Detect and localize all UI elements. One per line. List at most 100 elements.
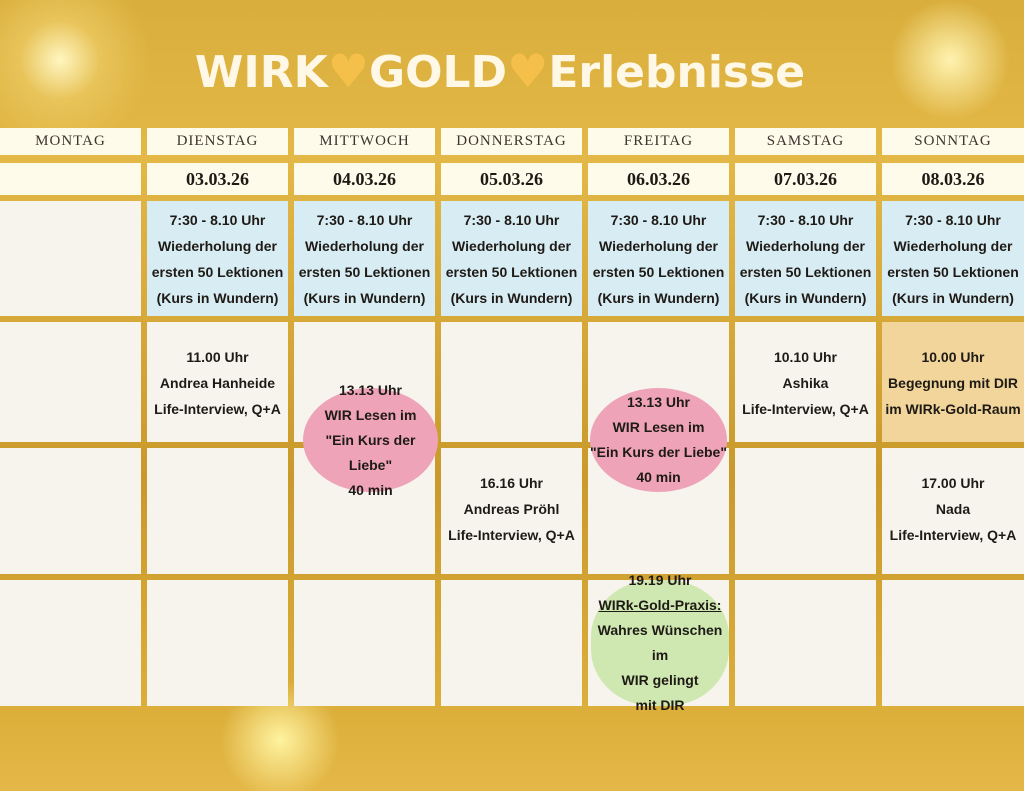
cell-text: 7:30 - 8.10 Uhr bbox=[905, 211, 1001, 228]
cell-text: (Kurs in Wundern) bbox=[156, 289, 279, 306]
morning-event: 7:30 - 8.10 Uhr Wiederholung der ersten 50… bbox=[294, 201, 435, 316]
date-cell bbox=[0, 163, 141, 195]
cell-text: ersten 50 Lektionen bbox=[739, 263, 872, 280]
cell-text: Wiederholung der bbox=[746, 237, 865, 254]
cell-text: (Kurs in Wundern) bbox=[303, 289, 426, 306]
cell-text: WIRk-Gold-Praxis: bbox=[598, 597, 722, 613]
cell-text: ersten 50 Lektionen bbox=[151, 263, 284, 280]
event-oval-praxis: 19.19 Uhr WIRk-Gold-Praxis: Wahres Wünsche… bbox=[591, 572, 729, 713]
empty-cell bbox=[0, 580, 141, 706]
day-header: DONNERSTAG bbox=[441, 128, 582, 155]
cell-text: WIR gelingt bbox=[621, 672, 699, 688]
empty-cell bbox=[294, 580, 435, 706]
cell-text: ersten 50 Lektionen bbox=[298, 263, 431, 280]
empty-cell bbox=[735, 580, 876, 706]
cell-text: (Kurs in Wundern) bbox=[892, 289, 1014, 306]
date-cell: 08.03.26 bbox=[882, 163, 1024, 195]
cell-text: "Ein Kurs der Liebe" bbox=[325, 431, 416, 473]
cell-text: 7:30 - 8.10 Uhr bbox=[463, 211, 560, 228]
day-header: SAMSTAG bbox=[735, 128, 876, 155]
day-header: MITTWOCH bbox=[294, 128, 435, 155]
title-part: Erlebnisse bbox=[548, 47, 806, 98]
day-header: FREITAG bbox=[588, 128, 729, 155]
event-cell: 10.10 Uhr Ashika Life-Interview, Q+A bbox=[735, 322, 876, 442]
event-oval-lesen: 13.13 Uhr WIR Lesen im "Ein Kurs der Liebe… bbox=[590, 388, 727, 492]
heart-icon: ♥ bbox=[507, 44, 549, 98]
date-cell: 03.03.26 bbox=[147, 163, 288, 195]
cell-text: 08.03.26 bbox=[921, 168, 985, 189]
empty-cell bbox=[147, 580, 288, 706]
cell-text: 17.00 Uhr bbox=[921, 475, 985, 491]
cell-text: Wiederholung der bbox=[305, 237, 424, 254]
cell-text: (Kurs in Wundern) bbox=[744, 289, 867, 306]
cell-text: Wahres Wünschen im bbox=[597, 622, 723, 663]
empty-cell bbox=[441, 580, 582, 706]
cell-text: 7:30 - 8.10 Uhr bbox=[610, 211, 707, 228]
morning-event: 7:30 - 8.10 Uhr Wiederholung der ersten 50… bbox=[147, 201, 288, 316]
empty-cell bbox=[441, 322, 582, 442]
title-part: WIRK bbox=[194, 47, 328, 98]
page-title: WIRK♥GOLD♥Erlebnisse bbox=[0, 44, 1000, 98]
empty-cell bbox=[0, 448, 141, 574]
cell-text: 07.03.26 bbox=[774, 168, 837, 189]
cell-text: WIR Lesen im bbox=[324, 406, 417, 423]
cell-text: 16.16 Uhr bbox=[479, 475, 544, 491]
cell-text: SAMSTAG bbox=[766, 133, 845, 149]
cell-text: Wiederholung der bbox=[452, 237, 571, 254]
cell-text: 13.13 Uhr bbox=[626, 394, 691, 410]
cell-text: 7:30 - 8.10 Uhr bbox=[169, 211, 266, 228]
cell-text: Life-Interview, Q+A bbox=[154, 401, 281, 417]
date-cell: 07.03.26 bbox=[735, 163, 876, 195]
date-cell: 04.03.26 bbox=[294, 163, 435, 195]
cell-text: Ashika bbox=[782, 375, 829, 391]
cell-text: "Ein Kurs der Liebe" bbox=[590, 444, 727, 460]
event-oval-lesen: 13.13 Uhr WIR Lesen im "Ein Kurs der Liebe… bbox=[303, 382, 438, 498]
cell-text: MONTAG bbox=[35, 133, 106, 149]
cell-text: Begegnung mit DIR bbox=[888, 375, 1018, 391]
cell-text: 10.10 Uhr bbox=[773, 349, 838, 365]
morning-event: 7:30 - 8.10 Uhr Wiederholung der ersten 50… bbox=[882, 201, 1024, 316]
event-cell: 10.00 Uhr Begegnung mit DIR im WIRk-Gold-R… bbox=[882, 322, 1024, 442]
cell-text: Life-Interview, Q+A bbox=[742, 401, 869, 417]
cell-text: (Kurs in Wundern) bbox=[597, 289, 720, 306]
cell-text: SONNTAG bbox=[914, 133, 992, 149]
cell-text: FREITAG bbox=[623, 133, 694, 149]
morning-event: 7:30 - 8.10 Uhr Wiederholung der ersten 50… bbox=[588, 201, 729, 316]
cell-text: Andrea Hanheide bbox=[159, 375, 276, 391]
cell-text: WIR Lesen im bbox=[612, 419, 705, 435]
cell-text: ersten 50 Lektionen bbox=[887, 263, 1019, 280]
cell-text: 06.03.26 bbox=[627, 168, 690, 189]
cell-text: ersten 50 Lektionen bbox=[445, 263, 578, 280]
day-header: SONNTAG bbox=[882, 128, 1024, 155]
cell-text: Nada bbox=[935, 501, 971, 517]
cell-text: MITTWOCH bbox=[319, 133, 410, 149]
event-cell: 11.00 Uhr Andrea Hanheide Life-Interview, … bbox=[147, 322, 288, 442]
cell-text: ersten 50 Lektionen bbox=[592, 263, 725, 280]
event-cell: 16.16 Uhr Andreas Pröhl Life-Interview, Q+… bbox=[441, 448, 582, 574]
empty-cell bbox=[0, 322, 141, 442]
cell-text: Andreas Pröhl bbox=[463, 501, 560, 517]
cell-text: 10.00 Uhr bbox=[921, 349, 985, 365]
cell-text: Wiederholung der bbox=[158, 237, 277, 254]
cell-text: 7:30 - 8.10 Uhr bbox=[316, 211, 413, 228]
cell-text: Life-Interview, Q+A bbox=[448, 527, 575, 543]
cell-text: 05.03.26 bbox=[480, 168, 543, 189]
cell-text: DIENSTAG bbox=[176, 133, 259, 149]
date-cell: 05.03.26 bbox=[441, 163, 582, 195]
cell-text: 04.03.26 bbox=[333, 168, 396, 189]
cell-text: im WIRk-Gold-Raum bbox=[885, 401, 1021, 417]
empty-cell bbox=[0, 201, 141, 316]
cell-text: 11.00 Uhr bbox=[186, 349, 249, 365]
cell-text: DONNERSTAG bbox=[456, 133, 567, 149]
cell-text: mit DIR bbox=[635, 697, 685, 713]
cell-text: 19.19 Uhr bbox=[628, 572, 692, 588]
date-cell: 06.03.26 bbox=[588, 163, 729, 195]
empty-cell bbox=[147, 448, 288, 574]
cell-text: Wiederholung der bbox=[599, 237, 718, 254]
event-cell: 17.00 Uhr Nada Life-Interview, Q+A bbox=[882, 448, 1024, 574]
morning-event: 7:30 - 8.10 Uhr Wiederholung der ersten 50… bbox=[735, 201, 876, 316]
cell-text: Life-Interview, Q+A bbox=[889, 527, 1017, 543]
cell-text: 03.03.26 bbox=[186, 168, 249, 189]
cell-text: 13.13 Uhr bbox=[338, 381, 403, 398]
cell-text: 7:30 - 8.10 Uhr bbox=[757, 211, 854, 228]
